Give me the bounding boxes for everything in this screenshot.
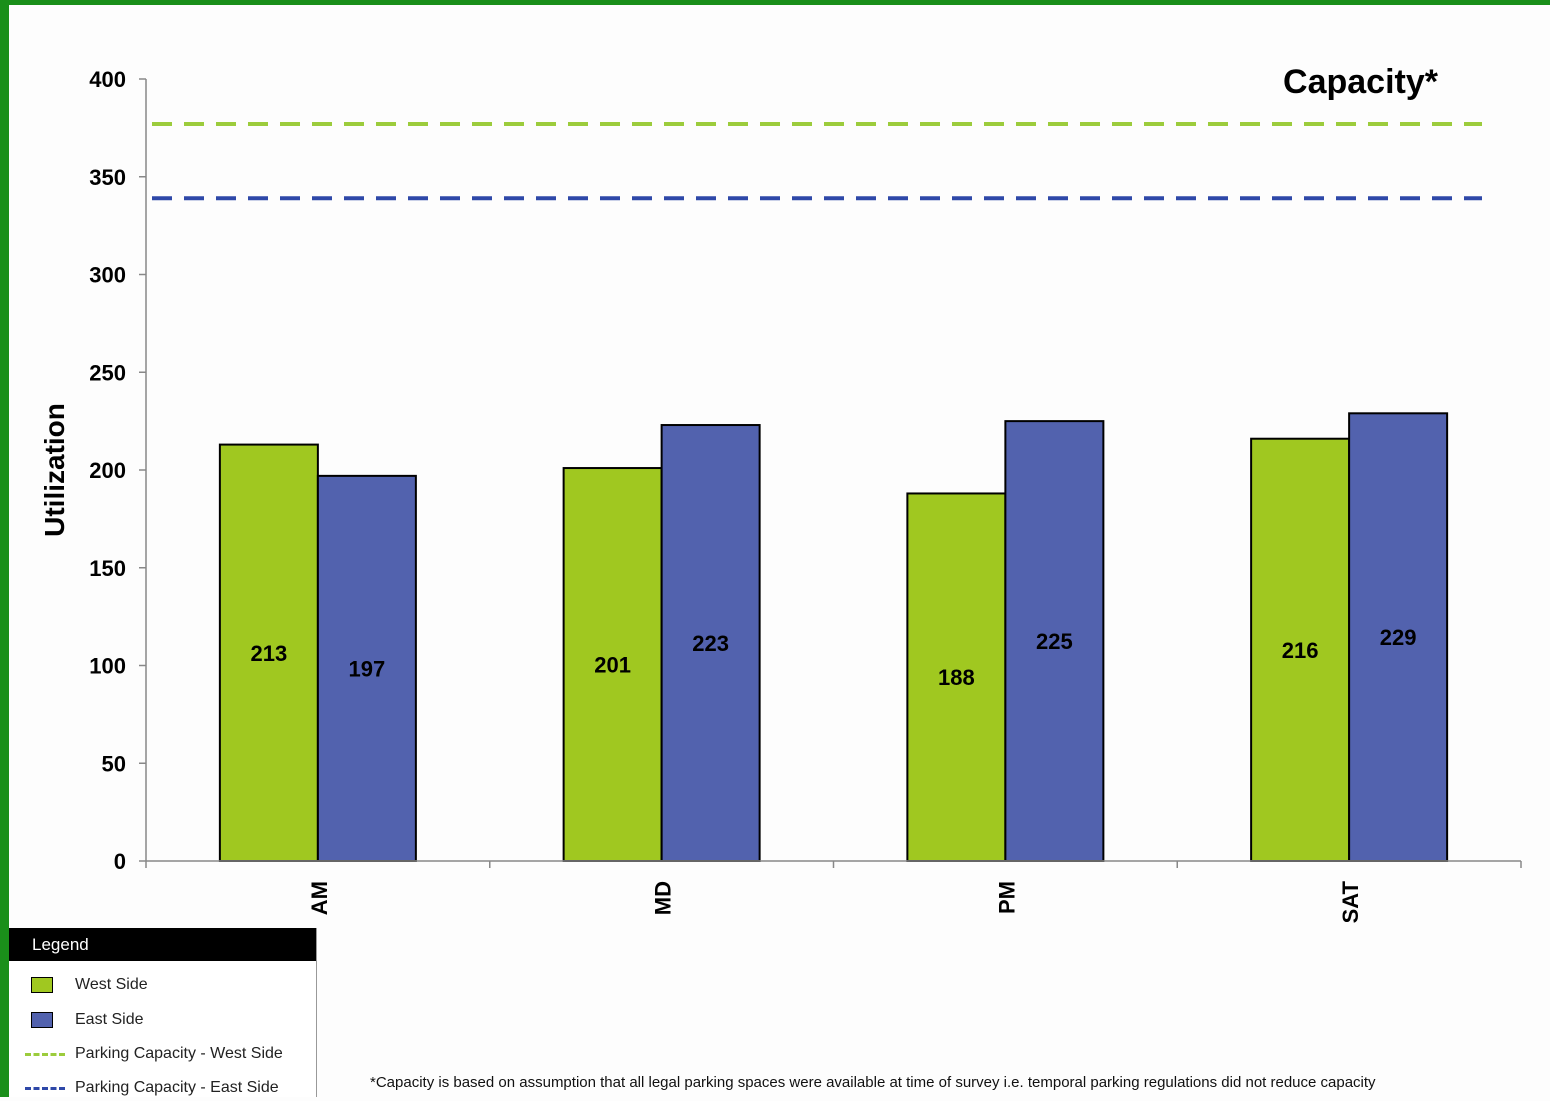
east-side-swatch	[31, 1012, 53, 1028]
bar-east-side-sat	[1348, 412, 1449, 862]
x-category-label: AM	[307, 881, 332, 915]
y-tick-label: 400	[89, 67, 126, 92]
legend: Legend West Side East Side Parking Capac…	[9, 928, 317, 1097]
data-labels: 213 197 201 223 188 225 216 229	[251, 625, 1417, 690]
y-tick-label: 350	[89, 165, 126, 190]
bar-east-side-pm	[1004, 420, 1105, 862]
bar-west-side-pm	[906, 492, 1007, 862]
y-tick-label: 100	[89, 654, 126, 679]
data-label: 213	[251, 641, 288, 666]
bar-east-side-md	[660, 424, 761, 862]
reference-lines	[152, 121, 1482, 201]
east-capacity-dash	[25, 1087, 65, 1090]
bar-west-side-am	[218, 443, 319, 862]
legend-item-west-capacity: Parking Capacity - West Side	[9, 1043, 309, 1067]
x-category-label: SAT	[1338, 880, 1363, 923]
legend-label: West Side	[75, 976, 148, 993]
y-tick-label: 250	[89, 360, 126, 385]
bars	[218, 412, 1449, 862]
x-category-label: MD	[651, 881, 676, 915]
legend-item-east-capacity: Parking Capacity - East Side	[9, 1077, 309, 1101]
data-label: 229	[1380, 625, 1417, 650]
data-label: 216	[1282, 638, 1319, 663]
legend-header: Legend	[9, 928, 316, 961]
y-tick-label: 200	[89, 458, 126, 483]
chart-title: Capacity*	[1283, 63, 1439, 101]
y-tick-label: 0	[114, 849, 126, 874]
y-tick-label: 150	[89, 556, 126, 581]
x-ticks: AM MD PM SAT	[145, 861, 1522, 923]
data-label: 201	[594, 653, 631, 678]
legend-label: Parking Capacity - East Side	[75, 1079, 279, 1096]
data-label: 197	[349, 656, 386, 681]
legend-label: Parking Capacity - West Side	[75, 1045, 283, 1062]
data-label: 188	[938, 665, 975, 690]
frame-left-border	[0, 0, 9, 1097]
west-side-swatch	[31, 977, 53, 993]
legend-item-west-side: West Side	[9, 974, 309, 998]
y-tick-label: 50	[102, 751, 126, 776]
legend-label: East Side	[75, 1011, 144, 1028]
x-category-label: PM	[994, 881, 1019, 914]
data-label: 225	[1036, 629, 1073, 654]
y-tick-label: 300	[89, 263, 126, 288]
bar-east-side-am	[316, 474, 417, 862]
west-capacity-dash	[25, 1053, 65, 1056]
footnote: *Capacity is based on assumption that al…	[370, 1074, 1376, 1091]
y-ticks: 0 50 100 150 200 250 300 350 400	[89, 67, 146, 874]
frame-top-border	[0, 0, 1550, 5]
legend-item-east-side: East Side	[9, 1009, 309, 1033]
bar-west-side-sat	[1250, 437, 1351, 862]
bar-chart: 0 50 100 150 200 250 300 350 400 AM MD PM SAT 213 19…	[39, 63, 1522, 923]
y-axis-label: Utilization	[39, 403, 70, 537]
data-label: 223	[692, 631, 729, 656]
